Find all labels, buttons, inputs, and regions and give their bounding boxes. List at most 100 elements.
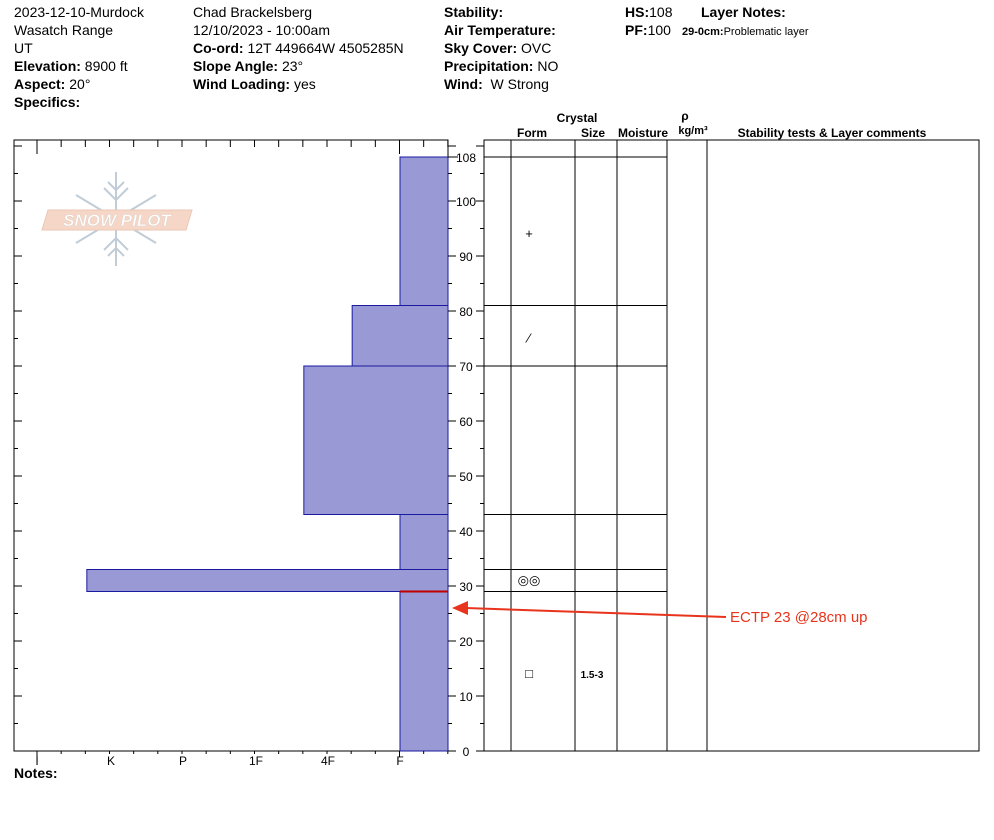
aspect-row: Aspect: 20° xyxy=(14,75,144,93)
col-crystal-header: Crystal xyxy=(557,111,598,125)
hardness-layer-bar xyxy=(399,156,449,306)
annotation-text: ECTP 23 @28cm up xyxy=(730,609,868,626)
pf-value: 100 xyxy=(647,22,671,38)
hardness-tick-label: 1F xyxy=(249,754,263,768)
col-rho-header: ρ xyxy=(681,109,688,123)
coord-label: Co-ord: xyxy=(193,40,244,56)
hardness-tick-label: F xyxy=(396,754,403,768)
precip-value: NO xyxy=(537,58,559,74)
height-tick-label: 50 xyxy=(459,470,473,484)
table-column-lines xyxy=(510,140,708,751)
layer-notes-label: Layer Notes: xyxy=(701,4,786,20)
wind-row: Wind: W Strong xyxy=(444,75,558,93)
wind-loading-row: Wind Loading: yes xyxy=(193,75,404,93)
col-moisture-header: Moisture xyxy=(618,126,668,140)
range-name: Wasatch Range xyxy=(14,22,114,38)
slope-value: 23° xyxy=(281,58,304,74)
hardness-layer-bar xyxy=(399,514,449,570)
hardness-layer-bar xyxy=(86,569,449,592)
height-tick-label: 20 xyxy=(459,635,473,649)
layers-group xyxy=(86,156,449,752)
hs-label: HS: xyxy=(625,4,650,20)
profile-title: 2023-12-10-Murdock xyxy=(14,4,144,20)
state-name: UT xyxy=(14,40,33,56)
left-height-ticks xyxy=(14,145,484,752)
header-layer-notes: Layer Notes: 29-0cm:Problematic layer xyxy=(682,3,809,41)
header-hs-pf: HS:108 PF:100 xyxy=(625,3,672,39)
layer-note-text: Problematic layer xyxy=(723,26,809,38)
stability-label: Stability: xyxy=(444,4,504,20)
wind-label: Wind: xyxy=(444,76,483,92)
height-tick-label: 80 xyxy=(459,305,473,319)
height-tick-label: 30 xyxy=(459,580,473,594)
coord-row: Co-ord: 12T 449664W 4505285N xyxy=(193,39,404,57)
height-tick-label: 0 xyxy=(463,745,470,759)
header-observer-info: Chad Brackelsberg 12/10/2023 - 10:00am C… xyxy=(193,3,404,93)
col-comments-header: Stability tests & Layer comments xyxy=(738,126,927,140)
header-weather-info: Stability: Air Temperature: Sky Cover: O… xyxy=(444,3,558,93)
crystal-form-symbol: □ xyxy=(525,666,533,681)
elevation-value: 8900 ft xyxy=(84,58,128,74)
hardness-layer-bar xyxy=(351,305,449,367)
elevation-label: Elevation: xyxy=(14,58,81,74)
height-tick-label: 60 xyxy=(459,415,473,429)
precip-row: Precipitation: NO xyxy=(444,57,558,75)
height-tick-label: 10 xyxy=(459,690,473,704)
height-tick-label: 90 xyxy=(459,250,473,264)
pf-label: PF: xyxy=(625,22,648,38)
pf-row: PF:100 xyxy=(625,21,672,39)
hardness-layer-bar xyxy=(399,591,449,752)
hardness-axis-labels: I K P 1F 4F F xyxy=(35,754,403,768)
wind-loading-value: yes xyxy=(293,76,316,92)
precip-label: Precipitation: xyxy=(444,58,534,74)
hardness-tick-label: 4F xyxy=(321,754,335,768)
hs-value: 108 xyxy=(649,4,673,20)
crystal-form-symbol: + xyxy=(525,226,533,241)
wind-value: W Strong xyxy=(490,76,549,92)
height-tick-label: 40 xyxy=(459,525,473,539)
logo-banner xyxy=(41,209,193,231)
crystal-form-symbol: ◎◎ xyxy=(518,573,541,588)
sky-label: Sky Cover: xyxy=(444,40,518,56)
stability-row: Stability: xyxy=(444,3,558,21)
aspect-label: Aspect: xyxy=(14,76,66,92)
slope-label: Slope Angle: xyxy=(193,58,279,74)
annotation-arrowhead xyxy=(452,601,468,615)
sky-value: OVC xyxy=(521,40,552,56)
sky-row: Sky Cover: OVC xyxy=(444,39,558,57)
specifics-label: Specifics: xyxy=(14,94,81,110)
layer-note-depth: 29-0cm: xyxy=(682,26,724,38)
crystal-form-marks: + ⁄ ◎◎ □ 1.5-3 xyxy=(518,226,604,681)
hs-row: HS:108 xyxy=(625,3,672,21)
air-temp-row: Air Temperature: xyxy=(444,21,558,39)
top-hardness-ticks xyxy=(36,140,449,757)
height-tick-label: 108 xyxy=(456,151,476,165)
notes-label: Notes: xyxy=(14,765,58,781)
height-tick-label: 100 xyxy=(456,195,476,209)
header-site-info: 2023-12-10-Murdock Wasatch Range UT Elev… xyxy=(14,3,144,111)
coord-value: 12T 449664W 4505285N xyxy=(247,40,404,56)
layer-table-frame xyxy=(483,139,980,752)
crystal-size-label: 1.5-3 xyxy=(581,670,604,681)
specifics-row: Specifics: xyxy=(14,93,144,111)
height-tick-label: 70 xyxy=(459,360,473,374)
hardness-tick-label: P xyxy=(179,754,187,768)
col-density-unit: kg/m³ xyxy=(678,125,708,137)
snowpilot-logo: SNOW PILOT xyxy=(41,172,193,266)
observer-name: Chad Brackelsberg xyxy=(193,4,313,20)
crystal-form-symbol: ⁄ xyxy=(525,331,532,346)
observation-datetime: 12/10/2023 - 10:00am xyxy=(193,22,330,38)
table-layer-lines xyxy=(484,156,667,592)
height-axis-labels: 0 10 20 30 40 50 60 70 80 90 100 108 xyxy=(456,151,476,759)
hardness-tick-label: I xyxy=(35,754,38,768)
annotation-arrow-line xyxy=(465,607,727,618)
slope-row: Slope Angle: 23° xyxy=(193,57,404,75)
col-size-header: Size xyxy=(581,126,605,140)
air-temp-label: Air Temperature: xyxy=(444,22,556,38)
logo-text: SNOW PILOT xyxy=(63,211,172,230)
hardness-layer-bar xyxy=(303,365,449,515)
aspect-value: 20° xyxy=(69,76,91,92)
col-form-header: Form xyxy=(517,126,547,140)
layer-note-row: 29-0cm:Problematic layer xyxy=(682,21,809,41)
